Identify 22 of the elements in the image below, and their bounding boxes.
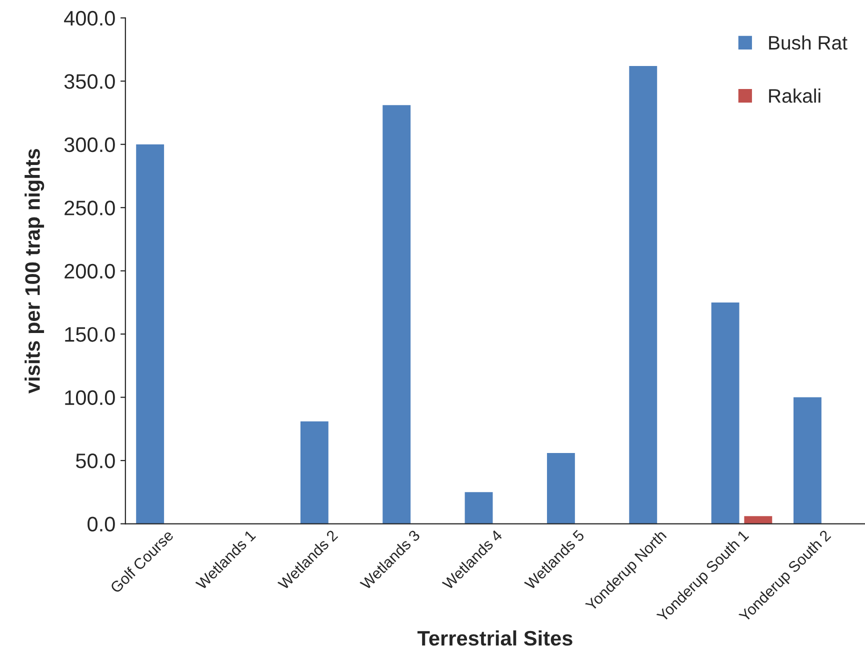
bar [300,421,328,524]
bar [744,516,772,524]
bar [794,397,822,524]
y-tick-label: 350.0 [64,74,115,89]
bar [711,302,740,524]
y-tick-label: 50.0 [76,454,115,468]
y-tick-label: 400.0 [64,10,115,26]
y-tick-label: 200.0 [64,264,115,279]
bar [629,66,658,524]
y-tick-label: 0.0 [88,516,115,532]
legend-label: Rakali [769,88,820,103]
legend-label: Bush Rat [769,35,848,50]
x-axis-title: Terrestrial Sites [417,630,572,646]
y-tick-label: 250.0 [64,200,115,216]
y-tick-label: 150.0 [65,327,115,342]
y-tick-label: 300.0 [64,137,115,152]
bar [136,144,164,524]
bar [382,105,411,524]
y-tick-label: 100.0 [65,390,115,406]
bar [546,452,575,524]
bar [464,492,493,524]
y-axis-title: visits per 100 trap nights [24,148,44,394]
